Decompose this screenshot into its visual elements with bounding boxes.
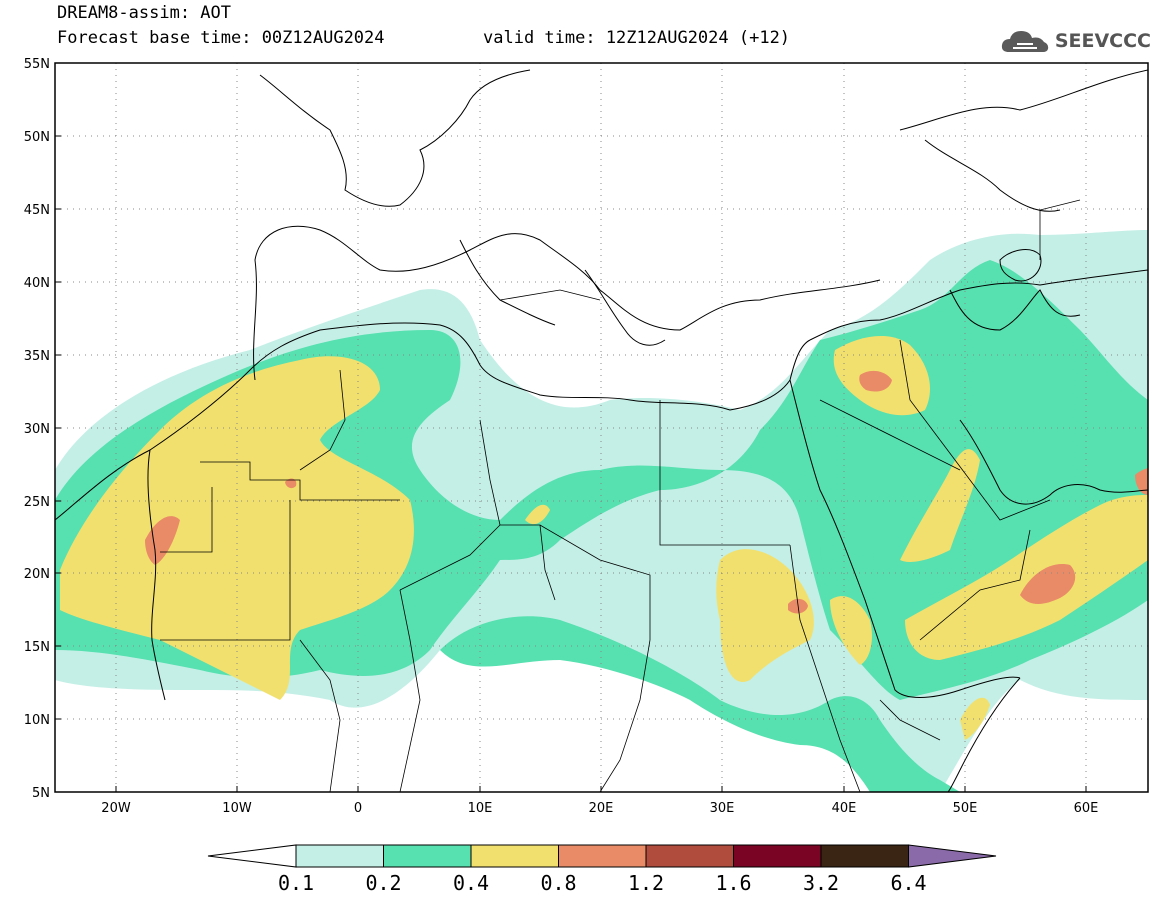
lon-label: 50E xyxy=(953,801,978,816)
colorbar-label: 0.2 xyxy=(365,871,401,895)
lon-label: 60E xyxy=(1074,801,1099,816)
lat-labels: 55N 50N 45N 40N 35N 30N 25N 20N 15N 10N … xyxy=(24,57,50,801)
colorbar-swatch xyxy=(558,844,647,868)
colorbar-label: 0.1 xyxy=(278,871,314,895)
lat-label: 35N xyxy=(24,349,50,364)
seevccc-logo: SEEVCCC xyxy=(999,26,1151,56)
lon-label: 40E xyxy=(832,801,857,816)
lon-label: 30E xyxy=(710,801,735,816)
aot-band-0-8 xyxy=(145,370,1148,614)
base-time: Forecast base time: 00Z12AUG2024 xyxy=(57,28,385,48)
colorbar-label: 0.4 xyxy=(453,871,489,895)
colorbar-swatch xyxy=(733,844,822,868)
axis-ticks xyxy=(55,135,1087,792)
lat-label: 40N xyxy=(24,276,50,291)
colorbar-label: 6.4 xyxy=(890,871,926,895)
colorbar-label: 3.2 xyxy=(803,871,839,895)
colorbar-swatch xyxy=(383,844,472,868)
lat-label: 50N xyxy=(24,130,50,145)
colorbar-label: 1.6 xyxy=(715,871,751,895)
colorbar-swatch xyxy=(295,844,384,868)
colorbar-underflow-triangle xyxy=(207,844,297,868)
colorbar: 0.1 0.2 0.4 0.8 1.2 1.6 3.2 6.4 xyxy=(207,844,997,895)
lon-labels: 20W 10W 0 10E 20E 30E 40E 50E 60E xyxy=(101,801,1098,816)
colorbar-overflow-triangle xyxy=(908,844,997,868)
forecast-times: Forecast base time: 00Z12AUG2024 valid ti… xyxy=(57,28,790,48)
coastlines xyxy=(55,69,1148,792)
country-borders xyxy=(160,199,1081,792)
cloud-icon xyxy=(1001,31,1048,52)
map-title: DREAM8-assim: AOT xyxy=(57,3,231,23)
lat-label: 15N xyxy=(24,640,50,655)
lon-label: 20W xyxy=(101,801,131,816)
lon-label: 10W xyxy=(222,801,252,816)
lat-label: 20N xyxy=(24,567,50,582)
lat-label: 55N xyxy=(24,57,50,72)
colorbar-label: 1.2 xyxy=(628,871,664,895)
lat-label: 5N xyxy=(32,786,50,801)
valid-time: valid time: 12Z12AUG2024 (+12) xyxy=(483,28,791,48)
graticule xyxy=(55,63,1148,792)
colorbar-swatch xyxy=(470,844,559,868)
lon-label: 0 xyxy=(354,801,362,816)
logo-text: SEEVCCC xyxy=(1054,30,1151,52)
aot-band-0-4 xyxy=(60,335,1148,740)
lon-label: 20E xyxy=(589,801,614,816)
colorbar-label: 0.8 xyxy=(540,871,576,895)
colorbar-swatch xyxy=(645,844,734,868)
lat-label: 45N xyxy=(24,203,50,218)
colorbar-swatch xyxy=(820,844,909,868)
lon-label: 10E xyxy=(468,801,493,816)
lat-label: 25N xyxy=(24,495,50,510)
lat-label: 30N xyxy=(24,422,50,437)
lat-label: 10N xyxy=(24,713,50,728)
